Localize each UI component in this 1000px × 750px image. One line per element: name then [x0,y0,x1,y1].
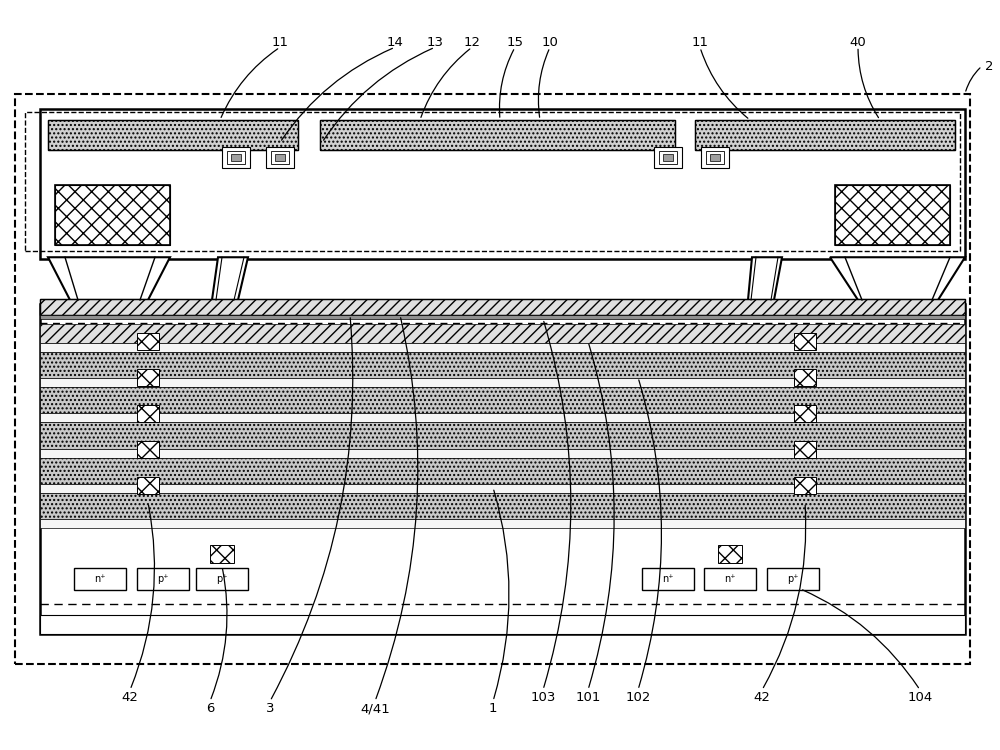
Bar [835,185,950,245]
Bar [137,477,159,494]
Text: 42: 42 [122,691,138,704]
Text: 2: 2 [985,59,994,73]
Bar [137,568,189,590]
Text: n⁺: n⁺ [94,574,106,584]
Bar [40,458,965,484]
Bar [320,120,675,150]
Bar [704,568,756,590]
Text: 42: 42 [754,691,770,704]
Bar [40,109,965,259]
Text: 4/41: 4/41 [360,702,390,715]
Bar [320,120,675,150]
Bar [275,154,285,161]
Text: 6: 6 [206,702,214,715]
Bar [40,304,965,634]
Bar [835,185,950,245]
Bar [40,315,965,319]
Bar [794,369,816,386]
Bar [137,369,159,386]
Bar [55,185,170,245]
Text: 102: 102 [625,691,651,704]
Bar [48,120,298,150]
Bar [222,147,250,168]
Bar [40,352,965,378]
Bar [654,147,682,168]
Bar [40,378,965,387]
Bar [40,298,965,315]
Bar [196,568,248,590]
Bar [74,568,126,590]
Text: 3: 3 [266,702,274,715]
Bar [40,343,965,352]
Text: 40: 40 [850,36,866,50]
Bar [710,154,720,161]
Bar [40,324,965,343]
Polygon shape [48,257,170,300]
Bar [55,185,170,245]
Text: 14: 14 [387,36,403,50]
Text: 12: 12 [464,36,480,50]
Bar [271,151,289,164]
Bar [40,519,965,528]
Text: 10: 10 [542,36,558,50]
Bar [40,448,965,458]
Bar [794,441,816,458]
Bar [695,120,955,150]
Bar [48,120,298,150]
Bar [659,151,677,164]
Text: 11: 11 [692,36,708,50]
Bar [25,112,960,251]
Bar [40,413,965,422]
Bar [706,151,724,164]
Text: n⁺: n⁺ [662,574,674,584]
Bar [40,484,965,493]
Bar [137,333,159,350]
Text: p⁺: p⁺ [787,574,799,584]
Text: 104: 104 [907,691,933,704]
Text: 11: 11 [272,36,288,50]
Polygon shape [748,257,782,300]
Text: 103: 103 [530,691,556,704]
Bar [227,151,245,164]
Bar [137,441,159,458]
Bar [210,544,234,562]
Text: 15: 15 [507,36,524,50]
Bar [40,493,965,519]
Text: p⁺: p⁺ [216,574,228,584]
Bar [231,154,241,161]
Bar [40,298,965,315]
Bar [794,333,816,350]
Bar [40,387,965,413]
Text: p⁺: p⁺ [157,574,169,584]
Bar [767,568,819,590]
Bar [695,120,955,150]
Bar [40,422,965,448]
Bar [642,568,694,590]
Text: n⁺: n⁺ [724,574,736,584]
Bar [15,94,970,664]
Bar [137,405,159,422]
Polygon shape [212,257,248,300]
Text: 1: 1 [489,702,497,715]
Bar [266,147,294,168]
Bar [718,544,742,562]
Polygon shape [830,257,965,300]
Bar [794,405,816,422]
Bar [794,477,816,494]
Text: 13: 13 [426,36,444,50]
Bar [663,154,673,161]
Text: 101: 101 [575,691,601,704]
Bar [40,615,965,634]
Bar [701,147,729,168]
